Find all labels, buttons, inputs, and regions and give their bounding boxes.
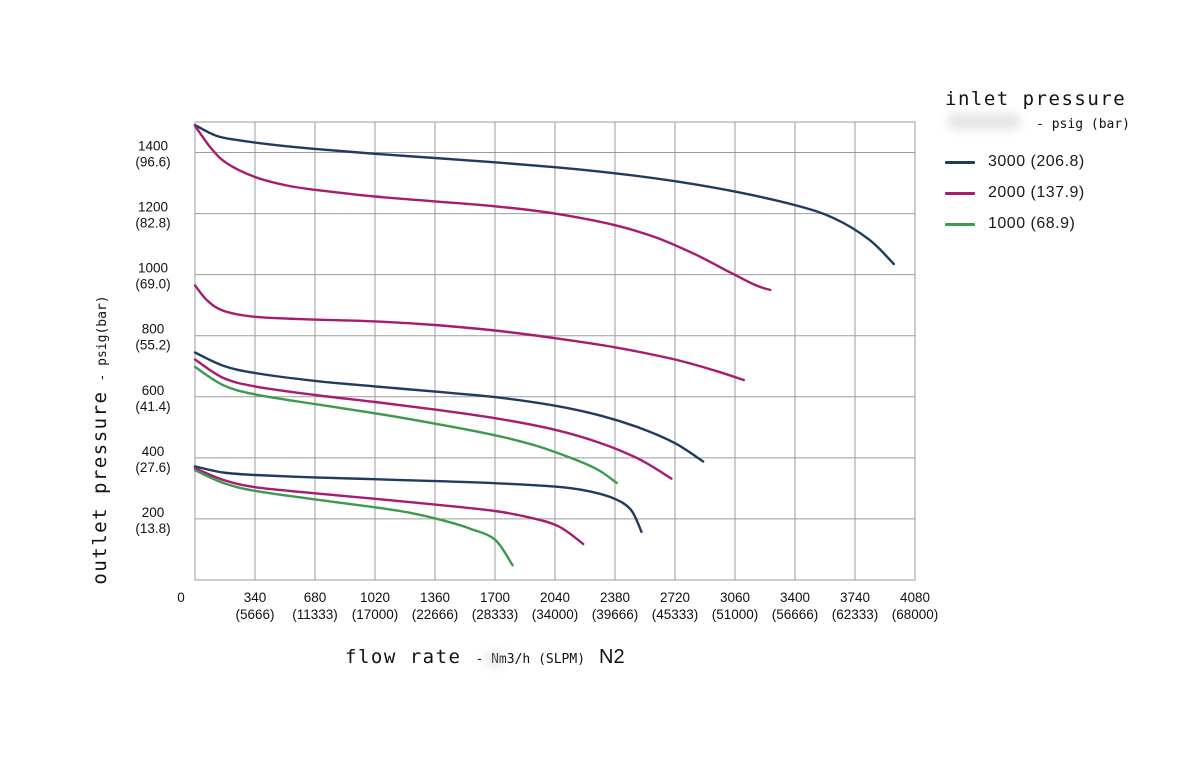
y-axis-tick-labels: 200(13.8) 400(27.6) 600(41.4) 800(55.2) 1000… (135, 139, 170, 536)
y-axis-title-unit: - psig(bar) (95, 295, 110, 382)
y-tick-label: 600 (142, 383, 165, 398)
y-tick-label: 200 (142, 505, 165, 520)
x-tick-label: 2040 (540, 590, 570, 605)
x-tick-sublabel: (45333) (652, 607, 699, 622)
legend-label: 2000 (137.9) (988, 184, 1085, 201)
y-tick-sublabel: (41.4) (135, 399, 170, 414)
x-tick-sublabel: (56666) (772, 607, 819, 622)
y-tick-label: 1400 (138, 139, 168, 154)
x-tick-label: 1700 (480, 590, 510, 605)
legend: inlet pressure - psig (bar) 3000 (206.8)… (945, 88, 1160, 233)
x-tick-label: 340 (244, 590, 267, 605)
x-tick-sublabel: (39666) (592, 607, 639, 622)
x-axis-title-main: flow rate (345, 646, 462, 668)
plot-frame (194, 121, 916, 581)
y-tick-label: 1000 (138, 261, 168, 276)
x-tick-label: 2720 (660, 590, 690, 605)
x-tick-label: 1020 (360, 590, 390, 605)
x-axis-gas-label: N2 (599, 646, 625, 668)
y-tick-sublabel: (55.2) (135, 338, 170, 353)
x-tick-sublabel: (22666) (412, 607, 459, 622)
legend-entry: 2000 (137.9) (945, 184, 1160, 202)
y-tick-sublabel: (27.6) (135, 460, 170, 475)
curve-inlet-1000 (193, 365, 618, 485)
y-tick-label: 800 (142, 322, 165, 337)
y-tick-sublabel: (13.8) (135, 521, 170, 536)
x-tick-label: 0 (177, 590, 185, 605)
legend-entry: 1000 (68.9) (945, 215, 1160, 233)
curve-inlet-2000 (193, 124, 772, 292)
curve-inlet-2000 (193, 284, 745, 382)
x-tick-sublabel: (51000) (712, 607, 759, 622)
curve-inlet-2000 (193, 467, 585, 546)
legend-entries: 3000 (206.8) 2000 (137.9) 1000 (68.9) (945, 153, 1160, 233)
y-tick-sublabel: (69.0) (135, 277, 170, 292)
curve-inlet-3000 (193, 465, 643, 533)
legend-label: 3000 (206.8) (988, 153, 1085, 170)
x-tick-sublabel: (28333) (472, 607, 519, 622)
legend-line-swatch (945, 222, 975, 226)
x-tick-sublabel: (5666) (235, 607, 274, 622)
series-curves (193, 123, 895, 567)
y-axis-title-main: outlet pressure (89, 390, 111, 585)
x-axis-title-unit: - Nm3/h (SLPM) (475, 652, 586, 667)
legend-entry: 3000 (206.8) (945, 153, 1160, 171)
x-tick-sublabel: (17000) (352, 607, 399, 622)
x-tick-label: 3740 (840, 590, 870, 605)
curve-inlet-2000 (193, 358, 673, 480)
x-tick-label: 4080 (900, 590, 930, 605)
y-tick-sublabel: (82.8) (135, 216, 170, 231)
gridlines (194, 121, 916, 581)
y-tick-label: 400 (142, 444, 165, 459)
y-tick-label: 1200 (138, 200, 168, 215)
curve-inlet-3000 (193, 123, 895, 266)
x-tick-sublabel: (68000) (892, 607, 939, 622)
x-tick-sublabel: (34000) (532, 607, 579, 622)
x-tick-sublabel: (11333) (292, 607, 338, 622)
legend-title: inlet pressure (945, 88, 1127, 110)
x-tick-label: 3400 (780, 590, 810, 605)
x-axis-title: flow rate - Nm3/h (SLPM) N2 (345, 646, 625, 669)
x-tick-label: 2380 (600, 590, 630, 605)
legend-label: 1000 (68.9) (988, 215, 1076, 232)
x-tick-label: 3060 (720, 590, 750, 605)
x-tick-sublabel: (62333) (832, 607, 879, 622)
curve-inlet-1000 (193, 468, 514, 567)
curve-inlet-3000 (193, 351, 705, 463)
legend-line-swatch (945, 191, 975, 195)
x-tick-label: 680 (304, 590, 327, 605)
legend-line-swatch (945, 160, 975, 164)
y-tick-sublabel: (96.6) (135, 155, 170, 170)
y-axis-title: outlet pressure - psig(bar) (89, 295, 111, 584)
x-tick-label: 1360 (420, 590, 450, 605)
legend-subtitle: - psig (bar) (1036, 117, 1130, 132)
x-axis-tick-labels: 0 340 (5666) 680 (11333) 1020 (17000) 1360 (2266… (177, 590, 938, 622)
